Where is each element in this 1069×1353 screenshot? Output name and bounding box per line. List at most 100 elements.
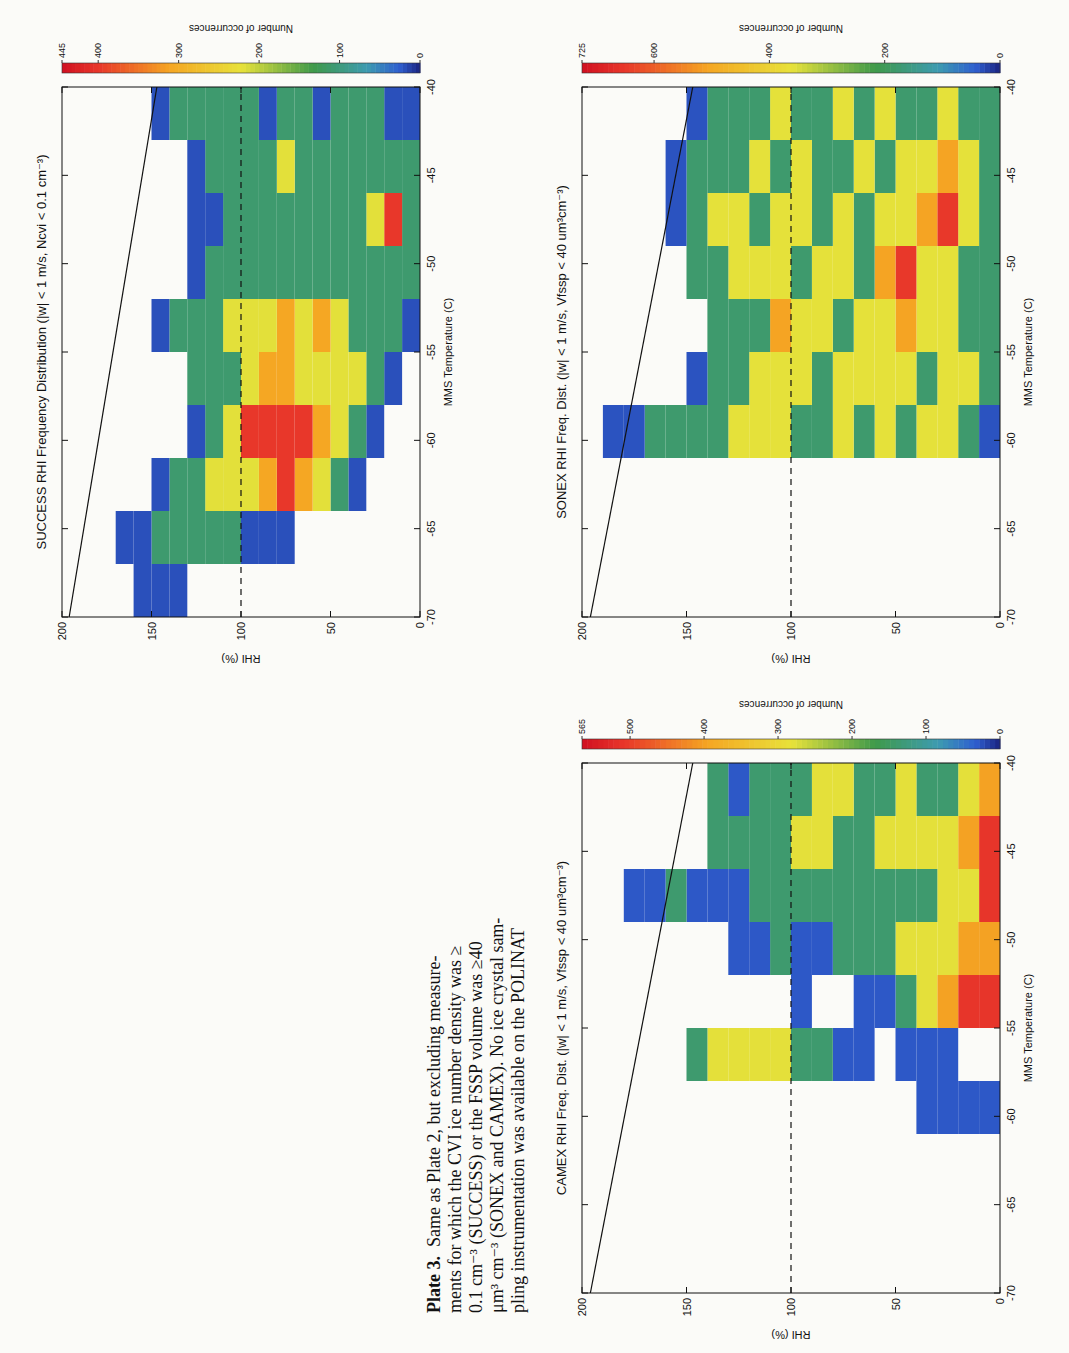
x-tick bbox=[414, 617, 420, 618]
colorbar-step bbox=[896, 739, 902, 749]
colorbar-frame bbox=[62, 63, 420, 73]
colorbar-step bbox=[838, 739, 844, 749]
colorbar-step bbox=[245, 63, 250, 73]
colorbar-step bbox=[781, 739, 787, 749]
colorbar-step bbox=[645, 63, 651, 73]
colorbar-step bbox=[134, 63, 139, 73]
heatmap-cell bbox=[958, 405, 979, 458]
colorbar-step bbox=[223, 63, 228, 73]
heatmap-cell bbox=[152, 511, 170, 564]
heatmap-cell bbox=[152, 564, 170, 617]
colorbar-step bbox=[911, 63, 917, 73]
heatmap-cell bbox=[854, 975, 875, 1028]
x-tick-label: -70 bbox=[425, 609, 437, 625]
heatmap-cell bbox=[259, 299, 277, 352]
y-tick-label: 50 bbox=[890, 622, 902, 634]
colorbar-tick-label: 300 bbox=[773, 719, 783, 734]
heatmap-cell bbox=[687, 87, 708, 140]
colorbar-tick-label: 100 bbox=[921, 719, 931, 734]
colorbar-step bbox=[848, 63, 854, 73]
heatmap-cell bbox=[366, 352, 384, 405]
heatmap-cell bbox=[313, 458, 331, 511]
colorbar-step bbox=[822, 63, 828, 73]
heatmap-cell bbox=[205, 458, 223, 511]
heatmap-cell bbox=[916, 352, 937, 405]
colorbar-step bbox=[183, 63, 188, 73]
heatmap-cell bbox=[277, 299, 295, 352]
heatmap-cell bbox=[958, 140, 979, 193]
heatmap-cell bbox=[958, 352, 979, 405]
colorbar-step bbox=[331, 63, 336, 73]
colorbar-step bbox=[969, 63, 975, 73]
colorbar-tick bbox=[884, 60, 885, 63]
heatmap-cells bbox=[69, 87, 420, 617]
x-tick-label: -50 bbox=[1005, 256, 1017, 272]
heatmap-cell bbox=[331, 140, 349, 193]
heatmap-cell bbox=[958, 763, 979, 816]
colorbar-step bbox=[313, 63, 318, 73]
heatmap-cell bbox=[366, 193, 384, 246]
colorbar-tick-label: 500 bbox=[625, 719, 635, 734]
colorbar-step bbox=[129, 63, 134, 73]
colorbar-step bbox=[582, 63, 588, 73]
y-tick-label: 200 bbox=[56, 622, 68, 640]
colorbar-step bbox=[885, 739, 891, 749]
heatmap-cell bbox=[916, 975, 937, 1028]
x-tick-label: -55 bbox=[425, 344, 437, 360]
caption-line: pling instrumentation was available on t… bbox=[508, 928, 528, 1313]
colorbar-step bbox=[277, 63, 282, 73]
heatmap-cell bbox=[770, 246, 791, 299]
colorbar-step bbox=[974, 63, 980, 73]
colorbar-step bbox=[353, 63, 358, 73]
heatmap-cell bbox=[958, 975, 979, 1028]
heatmap-cell bbox=[812, 763, 833, 816]
heatmap-cell bbox=[707, 1028, 728, 1081]
heatmap-cell bbox=[152, 458, 170, 511]
heatmap-cell bbox=[277, 87, 295, 140]
heatmap-cell bbox=[854, 869, 875, 922]
heatmap-cell bbox=[812, 869, 833, 922]
colorbar-step bbox=[147, 63, 152, 73]
heatmap-cell bbox=[896, 405, 917, 458]
colorbar-tick bbox=[769, 60, 770, 63]
heatmap-cell bbox=[916, 869, 937, 922]
y-tick bbox=[420, 87, 421, 93]
y-tick-label: 50 bbox=[890, 1298, 902, 1310]
heatmap-cell bbox=[896, 816, 917, 869]
colorbar-step bbox=[362, 63, 367, 73]
colorbar-step bbox=[143, 63, 148, 73]
colorbar-tick-label: 0 bbox=[995, 53, 1005, 58]
heatmap-cell bbox=[854, 193, 875, 246]
x-tick bbox=[582, 87, 588, 88]
heatmap-cell bbox=[187, 511, 205, 564]
heatmap-cell bbox=[402, 87, 420, 140]
heatmap-cell bbox=[791, 975, 812, 1028]
colorbar-step bbox=[299, 63, 304, 73]
x-tick-label: -65 bbox=[425, 521, 437, 537]
colorbar-step bbox=[407, 63, 412, 73]
caption-line: ments for which the CVI ice number densi… bbox=[445, 946, 465, 1313]
heatmap-cell bbox=[833, 352, 854, 405]
heatmap-cell bbox=[687, 405, 708, 458]
colorbar-step bbox=[192, 63, 197, 73]
colorbar-step bbox=[775, 739, 781, 749]
colorbar-step bbox=[263, 63, 268, 73]
colorbar-title: Number of occurrences bbox=[739, 23, 843, 34]
colorbar-tick-label: 400 bbox=[93, 43, 103, 58]
reference-line bbox=[240, 87, 241, 617]
colorbar-step bbox=[613, 739, 619, 749]
colorbar-step bbox=[723, 739, 729, 749]
heatmap-cell bbox=[169, 564, 187, 617]
heatmap-cell bbox=[812, 352, 833, 405]
colorbar-step bbox=[927, 739, 933, 749]
heatmap-cell bbox=[348, 246, 366, 299]
panel: CAMEX RHI Freq. Dist. (|w| < 1 m/s, Vfss… bbox=[554, 699, 1034, 1341]
page-body: {"chart_data": [ {"type": "heatmap", "ti… bbox=[0, 0, 1069, 1353]
heatmap-cell bbox=[791, 405, 812, 458]
heatmap-cell bbox=[187, 140, 205, 193]
heatmap-cell bbox=[833, 193, 854, 246]
colorbar-step bbox=[864, 63, 870, 73]
colorbar-step bbox=[833, 739, 839, 749]
colorbar-step bbox=[375, 63, 380, 73]
heatmap-cell bbox=[958, 246, 979, 299]
